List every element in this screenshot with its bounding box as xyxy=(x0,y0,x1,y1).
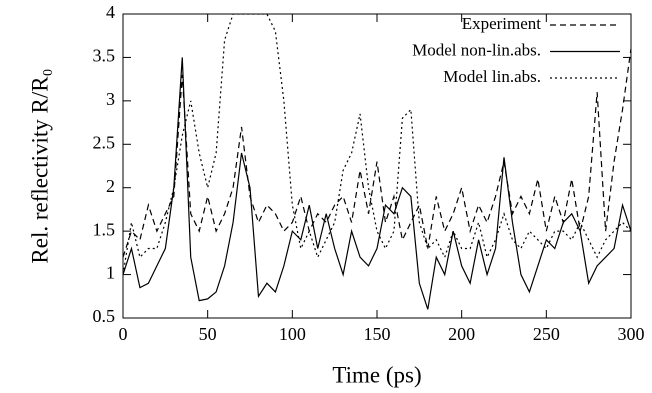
y-tick-label: 2.5 xyxy=(93,132,116,152)
legend-label: Model non-lin.abs. xyxy=(412,40,541,59)
y-tick-label: 1 xyxy=(106,263,115,283)
y-tick-label: 1.5 xyxy=(93,219,116,239)
series-line xyxy=(123,57,631,310)
x-tick-label: 0 xyxy=(119,324,128,344)
y-tick-label: 2 xyxy=(106,176,115,196)
legend-label: Model lin.abs. xyxy=(443,67,541,86)
x-tick-label: 250 xyxy=(533,324,560,344)
y-tick-label: 4 xyxy=(106,2,115,22)
x-tick-label: 200 xyxy=(448,324,475,344)
x-axis-label: Time (ps) xyxy=(332,362,421,387)
plot-frame xyxy=(122,13,632,319)
series-line xyxy=(123,14,631,275)
x-tick-label: 300 xyxy=(618,324,645,344)
x-tick-label: 150 xyxy=(364,324,391,344)
y-axis-label: Rel. reflectivity R/R₀ xyxy=(27,68,52,263)
y-tick-label: 0.5 xyxy=(93,306,116,326)
series-line xyxy=(123,48,631,258)
y-tick-label: 3.5 xyxy=(93,46,116,66)
legend-label: Experiment xyxy=(462,14,542,33)
y-tick-label: 3 xyxy=(106,89,115,109)
x-tick-label: 50 xyxy=(199,324,217,344)
x-tick-label: 100 xyxy=(279,324,306,344)
